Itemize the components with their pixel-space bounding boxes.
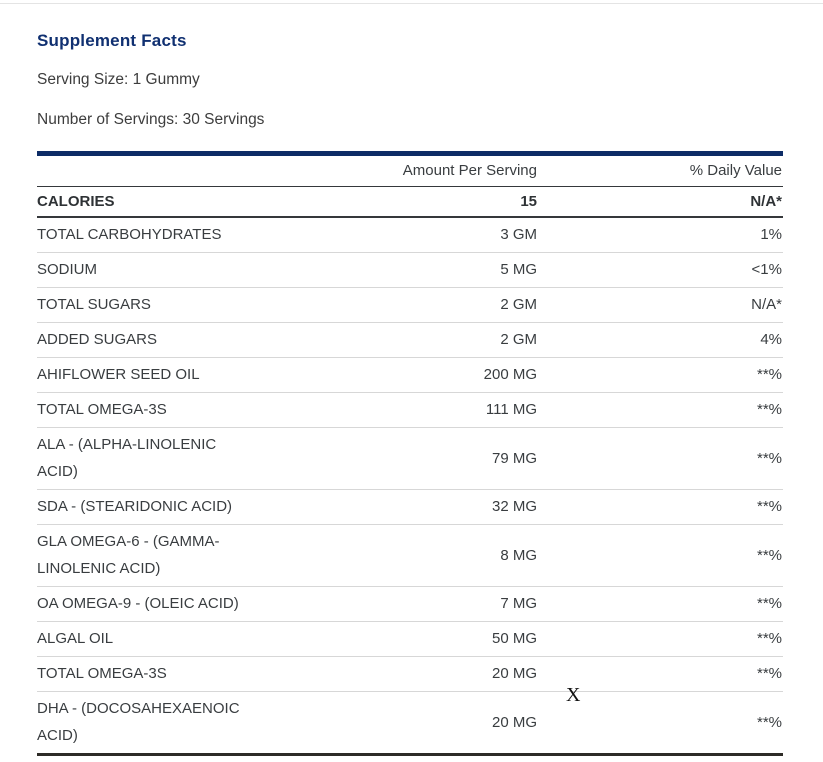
nutrient-name: DHA - (DOCOSAHEXAENOIC ACID): [37, 700, 240, 744]
table-header-row: Amount Per Serving % Daily Value: [37, 156, 783, 187]
supplement-facts-panel: Supplement Facts Serving Size: 1 Gummy N…: [37, 0, 783, 756]
nutrient-amount: 50 MG: [491, 630, 537, 647]
nutrient-name: TOTAL CARBOHYDRATES: [37, 226, 222, 243]
top-divider: [0, 3, 823, 4]
nutrient-amount: 20 MG: [491, 665, 537, 682]
nutrient-amount: 5 MG: [500, 261, 537, 278]
nutrient-amount: 2 GM: [500, 296, 537, 313]
column-header-daily-value: % Daily Value: [689, 162, 782, 179]
serving-size-text: Serving Size: 1 Gummy: [37, 71, 200, 88]
nutrient-daily-value: **%: [756, 449, 782, 467]
table-row: ALGAL OIL 50 MG **%: [37, 622, 783, 657]
nutrient-amount: 20 MG: [491, 713, 537, 731]
nutrient-name: TOTAL SUGARS: [37, 296, 151, 313]
table-row: TOTAL OMEGA-3S 20 MG **%: [37, 657, 783, 692]
nutrient-daily-value: 4%: [760, 331, 782, 348]
stray-x-mark: X: [566, 684, 581, 706]
nutrient-amount: 79 MG: [491, 449, 537, 467]
supplement-facts-table: Amount Per Serving % Daily Value CALORIE…: [37, 151, 783, 756]
nutrient-name: AHIFLOWER SEED OIL: [37, 366, 200, 383]
nutrient-daily-value: **%: [756, 595, 782, 612]
nutrient-amount: 111 MG: [485, 401, 537, 418]
nutrient-name: SDA - (STEARIDONIC ACID): [37, 498, 233, 515]
number-of-servings-text: Number of Servings: 30 Servings: [37, 111, 265, 128]
table-body: CALORIES 15 N/A* TOTAL CARBOHYDRATES 3 G…: [37, 187, 783, 753]
nutrient-name: ALGAL OIL: [37, 630, 114, 647]
nutrient-amount: 3 GM: [500, 226, 537, 243]
table-top-bar: [37, 151, 783, 156]
table-row: DHA - (DOCOSAHEXAENOIC ACID) 20 MG **%: [37, 692, 783, 753]
table-row: OA OMEGA-9 - (OLEIC ACID) 7 MG **%: [37, 587, 783, 622]
table-row: TOTAL SUGARS 2 GM N/A*: [37, 288, 783, 323]
nutrient-amount: 32 MG: [491, 498, 537, 515]
table-row: AHIFLOWER SEED OIL 200 MG **%: [37, 358, 783, 393]
nutrient-name: OA OMEGA-9 - (OLEIC ACID): [37, 595, 239, 612]
page-title: Supplement Facts: [37, 31, 187, 50]
nutrient-daily-value: <1%: [751, 261, 782, 278]
table-row: TOTAL CARBOHYDRATES 3 GM 1%: [37, 218, 783, 253]
nutrient-amount: 200 MG: [483, 366, 537, 383]
nutrient-daily-value: N/A*: [751, 296, 782, 313]
nutrient-amount: 7 MG: [500, 595, 537, 612]
table-row: TOTAL OMEGA-3S 111 MG **%: [37, 393, 783, 428]
nutrient-daily-value: **%: [756, 366, 782, 383]
nutrient-name: GLA OMEGA-6 - (GAMMA- LINOLENIC ACID): [37, 533, 220, 577]
nutrient-daily-value: 1%: [760, 226, 782, 243]
table-row: ALA - (ALPHA-LINOLENIC ACID) 79 MG **%: [37, 428, 783, 490]
nutrient-daily-value: **%: [756, 546, 782, 564]
nutrient-daily-value: **%: [756, 401, 782, 418]
nutrient-name: CALORIES: [37, 193, 115, 210]
nutrient-name: SODIUM: [37, 261, 97, 278]
nutrient-daily-value: **%: [756, 713, 782, 731]
nutrient-daily-value: **%: [756, 630, 782, 647]
nutrient-daily-value: **%: [756, 665, 782, 682]
nutrient-name: TOTAL OMEGA-3S: [37, 665, 167, 682]
table-row: ADDED SUGARS 2 GM 4%: [37, 323, 783, 358]
nutrient-name: TOTAL OMEGA-3S: [37, 401, 167, 418]
table-row: CALORIES 15 N/A*: [37, 187, 783, 218]
column-header-amount-per-serving: Amount Per Serving: [402, 162, 537, 179]
nutrient-name: ALA - (ALPHA-LINOLENIC ACID): [37, 436, 217, 480]
nutrient-daily-value: N/A*: [750, 193, 782, 210]
table-row: GLA OMEGA-6 - (GAMMA- LINOLENIC ACID) 8 …: [37, 525, 783, 587]
nutrient-amount: 2 GM: [500, 331, 537, 348]
nutrient-name: ADDED SUGARS: [37, 331, 158, 348]
table-row: SODIUM 5 MG <1%: [37, 253, 783, 288]
nutrient-amount: 15: [520, 193, 537, 210]
table-row: SDA - (STEARIDONIC ACID) 32 MG **%: [37, 490, 783, 525]
nutrient-daily-value: **%: [756, 498, 782, 515]
nutrient-amount: 8 MG: [500, 546, 537, 564]
